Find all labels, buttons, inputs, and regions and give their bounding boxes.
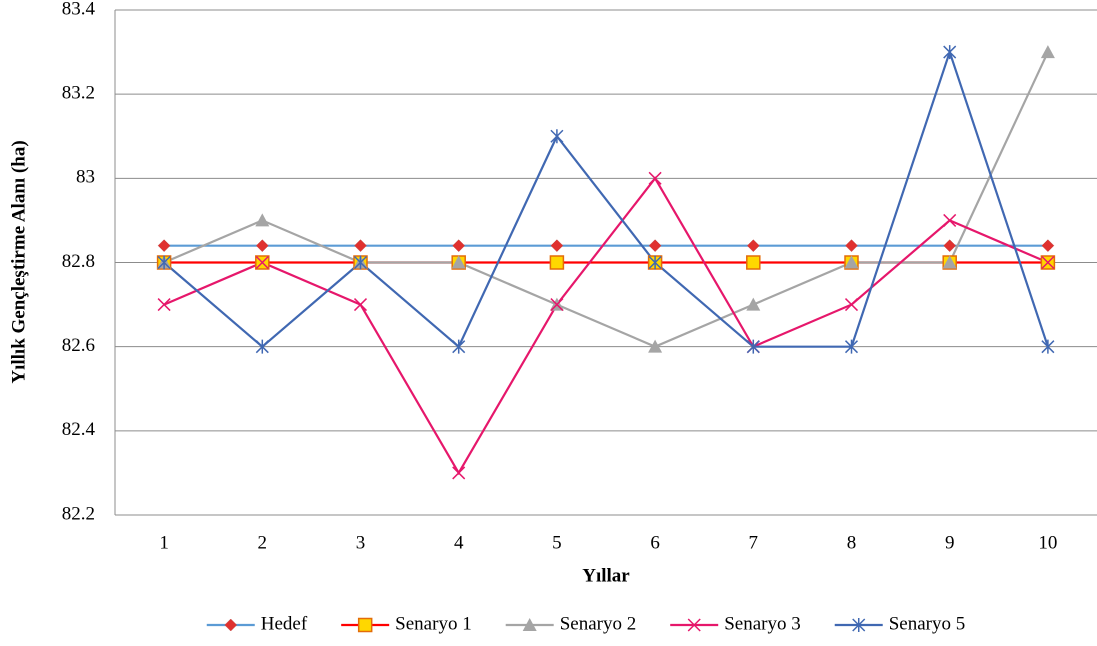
- marker: [452, 339, 466, 354]
- y-tick-label: 82.8: [62, 251, 95, 272]
- marker: [157, 239, 171, 253]
- marker: [255, 339, 269, 354]
- x-tick-label: 5: [552, 532, 562, 553]
- marker: [943, 213, 957, 227]
- marker: [942, 255, 957, 269]
- legend-label: Senaryo 5: [889, 613, 966, 634]
- marker: [648, 171, 662, 185]
- marker: [255, 255, 269, 270]
- x-tick-label: 7: [749, 532, 759, 553]
- marker: [157, 298, 171, 312]
- marker: [943, 239, 957, 253]
- marker: [354, 239, 367, 253]
- marker: [157, 255, 171, 270]
- series-line: [163, 48, 1049, 349]
- marker: [255, 213, 270, 227]
- y-tick-label: 82.2: [62, 503, 95, 524]
- marker: [746, 339, 760, 354]
- y-tick-label: 83.2: [62, 83, 95, 104]
- x-tick-label: 4: [454, 532, 464, 553]
- x-axis-label: Yıllar: [582, 565, 630, 586]
- marker: [844, 339, 859, 354]
- y-tick-label: 82.6: [62, 335, 95, 356]
- marker: [522, 618, 537, 631]
- marker: [687, 618, 701, 632]
- series-line: [163, 176, 1049, 476]
- x-tick-label: 8: [847, 532, 857, 553]
- marker: [648, 255, 662, 270]
- marker: [1041, 339, 1055, 354]
- marker: [549, 255, 565, 270]
- y-tick-label: 83.4: [62, 0, 96, 19]
- marker: [844, 298, 859, 312]
- marker: [452, 239, 466, 253]
- legend: Hedef Senaryo 1 Senaryo 2 Senaryo 3 Senaryo …: [206, 613, 966, 634]
- marker: [451, 255, 466, 269]
- x-tick-label: 9: [945, 532, 955, 553]
- marker: [452, 466, 466, 480]
- marker: [353, 255, 368, 270]
- legend-label: Senaryo 3: [724, 613, 801, 634]
- x-tick-label: 6: [650, 532, 660, 553]
- marker: [224, 618, 238, 632]
- marker: [845, 239, 858, 253]
- marker: [550, 129, 564, 144]
- marker: [550, 239, 564, 253]
- marker: [746, 239, 760, 253]
- marker: [746, 255, 761, 270]
- x-tick-label: 3: [356, 532, 366, 553]
- marker: [255, 239, 269, 253]
- marker: [648, 339, 663, 353]
- y-axis-label: Yıllık Gençleştirme Alanı (ha): [8, 140, 29, 383]
- marker: [353, 298, 368, 312]
- marker: [550, 298, 564, 312]
- y-tick-label: 82.4: [62, 419, 96, 440]
- marker: [1041, 239, 1055, 253]
- y-tick-label: 83: [76, 167, 95, 188]
- x-tick-label: 2: [258, 532, 268, 553]
- marker: [648, 239, 662, 253]
- marker: [844, 255, 859, 269]
- legend-label: Senaryo 2: [560, 613, 637, 634]
- marker: [1041, 255, 1055, 270]
- x-tick-label: 10: [1038, 532, 1057, 553]
- legend-label: Senaryo 1: [395, 613, 472, 634]
- marker: [1040, 45, 1055, 59]
- marker: [357, 617, 373, 633]
- x-tick-label: 1: [159, 532, 169, 553]
- marker: [746, 297, 761, 311]
- marker: [943, 45, 957, 60]
- marker: [852, 618, 866, 632]
- legend-label: Hedef: [261, 613, 308, 634]
